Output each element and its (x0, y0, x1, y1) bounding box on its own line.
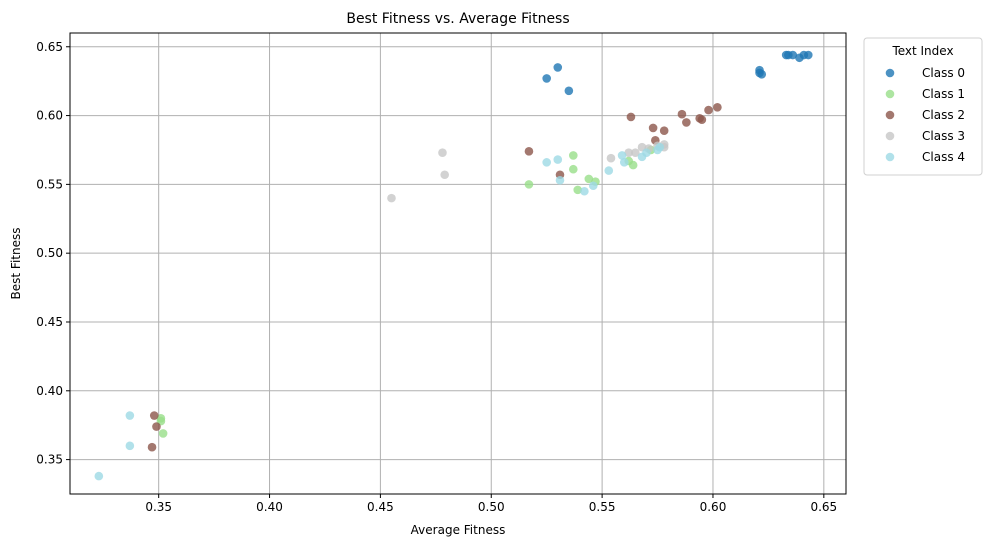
scatter-point-class-1 (584, 174, 594, 184)
scatter-point-class-1 (524, 180, 534, 189)
legend-marker-class-3 (885, 131, 895, 141)
scatter-point-class-2 (677, 109, 687, 119)
x-tick-label: 0.50 (478, 500, 505, 514)
scatter-point-class-4 (642, 148, 651, 158)
scatter-point-class-2 (524, 147, 534, 156)
scatter-point-class-4 (553, 155, 563, 164)
scatter-point-class-4 (94, 471, 104, 481)
y-tick-label: 0.45 (36, 315, 63, 329)
scatter-point-class-2 (659, 126, 669, 136)
scatter-point-class-4 (125, 411, 135, 420)
scatter-point-class-3 (438, 148, 447, 158)
chart-title: Best Fitness vs. Average Fitness (346, 11, 569, 27)
points-layer (94, 50, 813, 481)
scatter-point-class-1 (568, 151, 578, 160)
scatter-point-class-0 (788, 50, 798, 60)
scatter-point-class-2 (147, 442, 157, 452)
y-tick-label: 0.40 (36, 384, 63, 398)
scatter-point-class-2 (682, 118, 691, 127)
x-tick-label: 0.55 (589, 500, 616, 514)
y-tick-label: 0.60 (36, 109, 63, 123)
legend-marker-class-1 (885, 89, 895, 99)
legend-label-class-0: Class 0 (922, 66, 965, 80)
y-tick-label: 0.35 (36, 453, 63, 467)
scatter-point-class-1 (628, 160, 638, 170)
scatter-point-class-4 (617, 151, 627, 160)
scatter-point-class-4 (580, 186, 589, 196)
scatter-point-class-4 (655, 142, 665, 152)
x-tick-label: 0.35 (145, 500, 172, 514)
scatter-point-class-2 (704, 105, 713, 115)
x-tick-label: 0.65 (810, 500, 837, 514)
scatter-point-class-3 (387, 193, 396, 203)
scatter-point-class-3 (606, 153, 616, 163)
ticks-layer: 0.35 0.40 0.45 0.50 0.55 0.60 0.65 0.35 0.40 0.45… (36, 40, 837, 514)
legend-label-class-3: Class 3 (922, 129, 965, 143)
scatter-point-class-4 (555, 175, 565, 185)
scatter-point-class-2 (697, 115, 707, 124)
x-axis-title: Average Fitness (411, 523, 506, 537)
legend-marker-class-4 (885, 152, 895, 162)
scatter-point-class-3 (631, 148, 640, 158)
scatter-point-class-1 (573, 185, 583, 195)
y-axis-title: Best Fitness (9, 228, 23, 300)
scatter-point-class-3 (440, 170, 449, 180)
scatter-point-class-0 (553, 63, 563, 72)
legend-label-class-2: Class 2 (922, 108, 965, 122)
scatter-point-class-2 (152, 422, 161, 431)
scatter-point-class-0 (564, 86, 574, 96)
scatter-point-class-0 (804, 50, 813, 60)
scatter-point-class-4 (588, 181, 598, 191)
y-tick-label: 0.65 (36, 40, 63, 54)
x-tick-label: 0.60 (700, 500, 727, 514)
scatter-point-class-4 (542, 158, 551, 167)
legend-marker-class-2 (885, 110, 895, 120)
grid-layer (70, 33, 846, 494)
scatter-point-class-2 (713, 103, 722, 112)
y-tick-label: 0.55 (36, 177, 63, 191)
legend-items: Class 0 Class 1 Class 2 Class 3 Class 4 (885, 66, 965, 164)
scatter-point-class-0 (542, 74, 551, 83)
scatter-point-class-4 (619, 158, 629, 167)
plot-frame (69, 32, 847, 495)
legend-label-class-1: Class 1 (922, 87, 965, 101)
legend-label-class-4: Class 4 (922, 150, 965, 164)
legend-marker-class-0 (885, 68, 895, 78)
scatter-point-class-4 (604, 166, 614, 175)
scatter-point-class-2 (149, 411, 159, 420)
scatter-point-class-2 (648, 123, 658, 133)
scatter-point-class-1 (568, 164, 578, 174)
x-tick-label: 0.45 (367, 500, 394, 514)
scatter-point-class-0 (757, 69, 767, 79)
y-tick-label: 0.50 (36, 246, 63, 260)
scatter-point-class-2 (626, 112, 636, 122)
scatter-point-class-3 (624, 148, 634, 158)
scatter-point-class-1 (158, 429, 168, 438)
x-tick-label: 0.40 (256, 500, 283, 514)
legend-title: Text Index (891, 44, 953, 58)
scatter-point-class-4 (125, 441, 135, 451)
